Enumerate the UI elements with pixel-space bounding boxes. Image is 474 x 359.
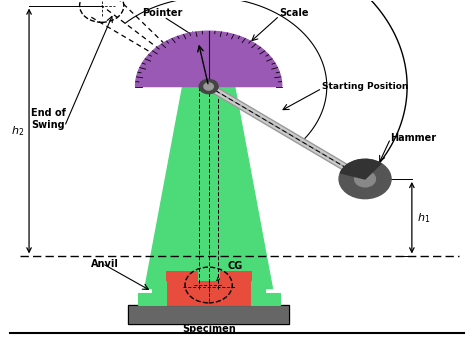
Text: Hammer: Hammer [391, 134, 437, 143]
Circle shape [339, 159, 391, 199]
Text: Scale: Scale [280, 8, 309, 18]
Polygon shape [136, 31, 282, 87]
Text: $h_1$: $h_1$ [417, 211, 430, 225]
Polygon shape [166, 271, 251, 305]
Text: Pointer: Pointer [143, 8, 183, 18]
Circle shape [204, 83, 213, 90]
Wedge shape [340, 159, 381, 179]
Text: Starting Position: Starting Position [322, 82, 409, 91]
Text: End of
Swing: End of Swing [30, 108, 65, 130]
Bar [128, 305, 289, 324]
Circle shape [199, 79, 218, 94]
Text: CG: CG [228, 261, 243, 271]
Bar [128, 305, 289, 324]
Polygon shape [138, 281, 166, 305]
Text: CG: CG [341, 167, 356, 177]
Text: Specimen: Specimen [182, 324, 236, 334]
Text: Anvil: Anvil [91, 258, 118, 269]
Polygon shape [251, 281, 280, 305]
Polygon shape [145, 87, 273, 289]
Text: $h_2$: $h_2$ [11, 124, 24, 138]
Circle shape [355, 171, 375, 187]
